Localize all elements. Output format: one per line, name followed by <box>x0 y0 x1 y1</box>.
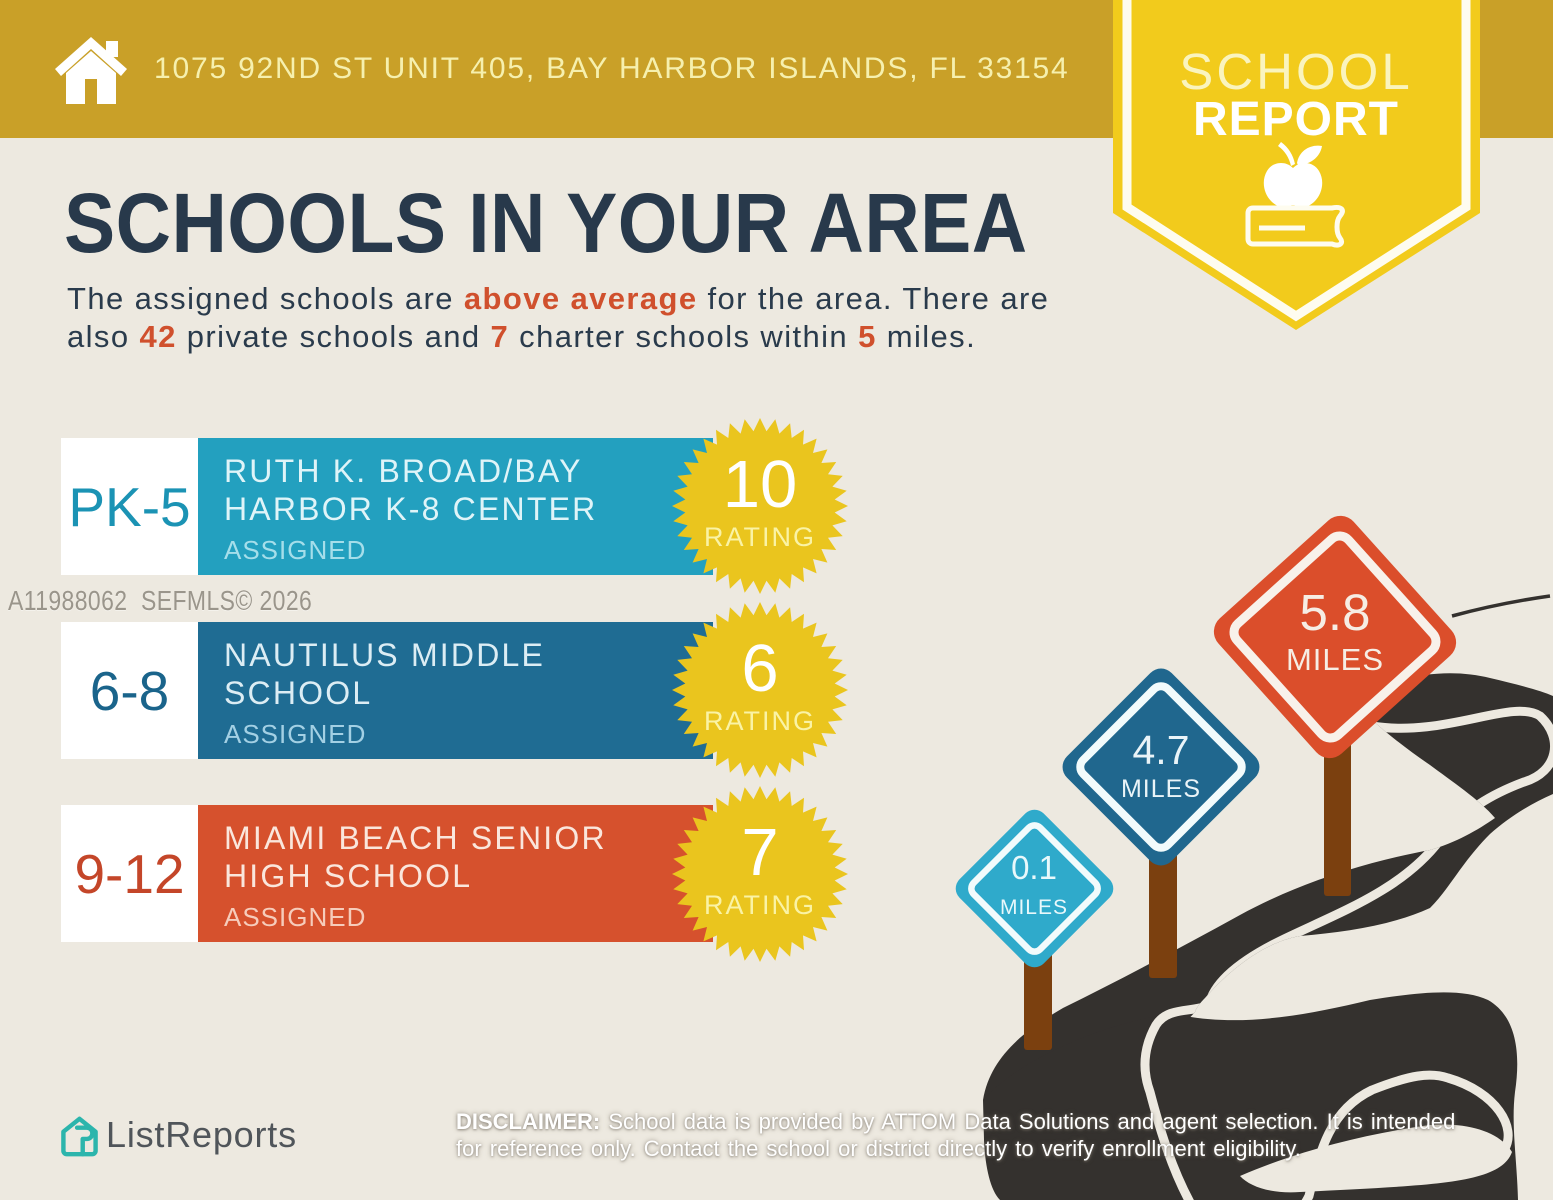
svg-text:MILES: MILES <box>1121 775 1201 803</box>
svg-text:SCHOOL: SCHOOL <box>1179 43 1412 100</box>
svg-text:5.8: 5.8 <box>1300 584 1371 641</box>
svg-text:REPORT: REPORT <box>1193 93 1399 146</box>
svg-text:0.1: 0.1 <box>1011 849 1057 886</box>
svg-text:MILES: MILES <box>1000 896 1068 919</box>
svg-text:MILES: MILES <box>1286 642 1384 677</box>
svg-text:4.7: 4.7 <box>1133 727 1190 773</box>
